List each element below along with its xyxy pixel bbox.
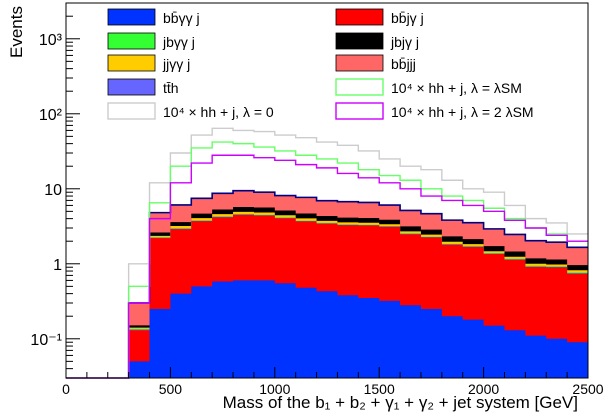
y-tick-label: 10 xyxy=(44,182,62,199)
legend-label: 10⁴ × hh + j, λ = λSM xyxy=(391,80,522,96)
line-hh_2sm xyxy=(66,154,588,379)
legend-swatch xyxy=(107,102,156,120)
legend-label: 10⁴ × hh + j, λ = 2 λSM xyxy=(391,104,534,120)
x-tick-label: 0 xyxy=(62,381,70,397)
legend-swatch xyxy=(107,32,156,50)
legend-label: jbjγ j xyxy=(390,34,419,50)
legend-entry-jjaa: jjγγ j xyxy=(107,54,190,72)
stacked-histograms xyxy=(66,189,588,379)
axes: 0 500 1000 1500 2000 2500 10⁻¹ 1 10 10² 10³ xyxy=(30,2,604,397)
x-axis-label: Mass of the b₁ + b₂ + γ₁ + γ₂ + jet syst… xyxy=(223,393,578,412)
legend-label: 10⁴ × hh + j, λ = 0 xyxy=(163,104,274,120)
plot-frame xyxy=(65,2,589,379)
x-tick-label: 2000 xyxy=(468,381,499,397)
y-tick-label: 10³ xyxy=(39,32,63,49)
line-hh_sm xyxy=(66,141,588,379)
legend-label: jbγγ j xyxy=(162,34,195,50)
line-hh_0 xyxy=(66,127,588,379)
x-tick-label: 500 xyxy=(159,381,183,397)
y-axis-label: Events xyxy=(7,6,26,58)
legend-swatch xyxy=(335,102,384,120)
x-tick-label: 1500 xyxy=(364,381,395,397)
legend-entry-bbaa: bb̄γγ j xyxy=(107,8,200,26)
signal-histograms xyxy=(66,127,588,379)
legend-entry-hh_0: 10⁴ × hh + j, λ = 0 xyxy=(107,102,274,120)
legend-label: bb̄γγ j xyxy=(163,10,200,26)
legend-label: jjγγ j xyxy=(162,56,190,72)
legend-entry-bbja: bb̄jγ j xyxy=(335,8,424,26)
legend-label: tt̄h xyxy=(163,80,179,96)
legend-swatch xyxy=(107,78,156,96)
x-tick-label: 2500 xyxy=(572,381,603,397)
x-tick-label: 1000 xyxy=(259,381,290,397)
legend-swatch xyxy=(107,8,156,26)
legend-label: bb̄jγ j xyxy=(391,10,424,26)
legend-entry-bbjj: bb̄jjj xyxy=(335,54,416,72)
legend: bb̄γγ j bb̄jγ j jbγγ j jbjγ j jjγγ j bb̄jjj tt… xyxy=(107,8,534,120)
legend-swatch xyxy=(335,32,384,50)
legend-entry-tth: tt̄h xyxy=(107,78,179,96)
y-tick-label: 10⁻¹ xyxy=(30,332,62,349)
legend-swatch xyxy=(335,8,384,26)
legend-entry-hh_sm: 10⁴ × hh + j, λ = λSM xyxy=(335,78,522,96)
legend-entry-jbja: jbjγ j xyxy=(335,32,419,50)
legend-entry-jbaa: jbγγ j xyxy=(107,32,195,50)
y-tick-label: 10² xyxy=(39,107,63,124)
legend-entry-hh_2sm: 10⁴ × hh + j, λ = 2 λSM xyxy=(335,102,534,120)
stack-bbaa xyxy=(66,280,588,378)
legend-swatch xyxy=(335,54,384,72)
legend-swatch xyxy=(335,78,384,96)
legend-label: bb̄jjj xyxy=(391,56,416,72)
legend-swatch xyxy=(107,54,156,72)
y-tick-label: 1 xyxy=(53,257,62,274)
